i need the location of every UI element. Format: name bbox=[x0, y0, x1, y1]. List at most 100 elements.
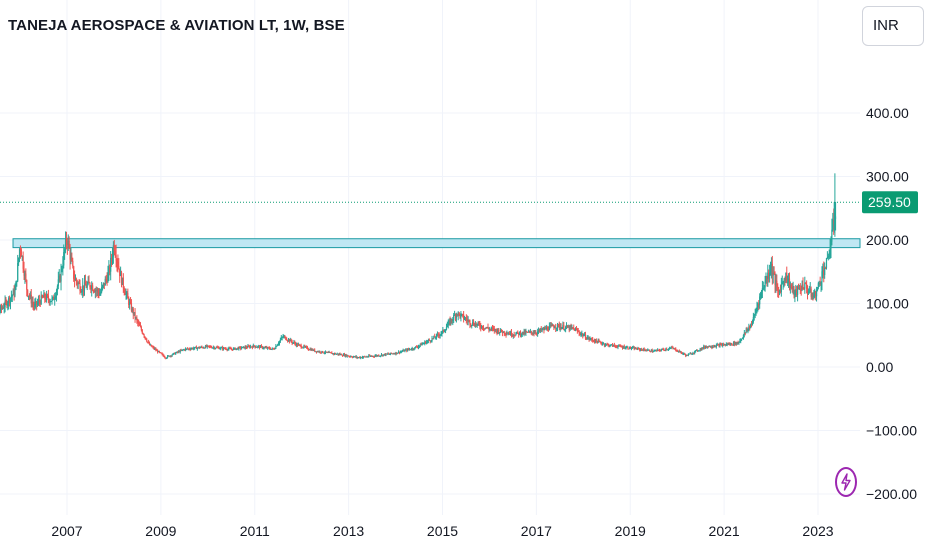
candle-body bbox=[700, 348, 702, 350]
candle-body bbox=[571, 327, 573, 329]
candle-body bbox=[453, 314, 456, 316]
candle-body bbox=[751, 322, 754, 326]
candle-body bbox=[181, 349, 183, 351]
candle-body bbox=[203, 347, 205, 349]
candle-body bbox=[565, 326, 567, 330]
candle-body bbox=[683, 353, 685, 355]
candle-body bbox=[483, 328, 485, 330]
candle-body bbox=[543, 328, 545, 330]
candle-body bbox=[230, 348, 232, 350]
candle-body bbox=[681, 352, 683, 354]
candle-body bbox=[671, 347, 673, 349]
candle-body bbox=[742, 335, 745, 338]
candle-body bbox=[101, 287, 103, 292]
candle-body bbox=[718, 344, 720, 347]
candle-body bbox=[705, 346, 708, 348]
x-tick-label: 2007 bbox=[51, 523, 82, 539]
candle-body bbox=[502, 331, 504, 333]
candle-body bbox=[131, 308, 133, 311]
candle-body bbox=[789, 285, 791, 288]
candle-body bbox=[579, 333, 581, 335]
candle-body bbox=[46, 294, 48, 301]
candle-body bbox=[166, 355, 169, 358]
candle-body bbox=[32, 302, 34, 305]
candle-body bbox=[52, 297, 54, 299]
candle-body bbox=[462, 314, 464, 316]
candle-body bbox=[509, 333, 511, 335]
candle-body bbox=[653, 350, 655, 352]
candle-body bbox=[666, 348, 668, 350]
candle-body bbox=[495, 328, 497, 331]
candle-body bbox=[605, 344, 607, 346]
candle-body bbox=[717, 344, 719, 346]
candle-body bbox=[127, 293, 129, 299]
candle-body bbox=[344, 354, 346, 357]
candle-body bbox=[89, 283, 91, 288]
price-axis[interactable]: 400.00 300.00 200.00 100.00 0.00 −100.00 −200.… bbox=[862, 105, 918, 502]
candle-body bbox=[643, 348, 645, 350]
candle-body bbox=[259, 345, 261, 348]
candle-body bbox=[81, 291, 83, 293]
candle-body bbox=[716, 344, 718, 346]
candle-body bbox=[330, 352, 332, 354]
candle-body bbox=[685, 354, 688, 356]
x-tick-label: 2023 bbox=[802, 523, 833, 539]
candle-body bbox=[546, 327, 549, 330]
candle-body bbox=[338, 353, 340, 355]
candle-body bbox=[321, 351, 323, 353]
candle-body bbox=[647, 349, 649, 351]
candle-body bbox=[797, 287, 799, 295]
candle-body bbox=[128, 298, 130, 305]
candle-body bbox=[435, 334, 438, 338]
candle-body bbox=[138, 322, 140, 324]
candle-body bbox=[212, 347, 215, 349]
candle-body bbox=[231, 349, 233, 351]
candle-body bbox=[452, 319, 454, 321]
candle-body bbox=[686, 354, 689, 356]
candle-body bbox=[139, 325, 142, 328]
candle-body bbox=[324, 351, 327, 353]
x-tick-label: 2019 bbox=[615, 523, 646, 539]
candle-body bbox=[617, 346, 619, 348]
candle-body bbox=[273, 348, 275, 350]
candle-body bbox=[613, 344, 615, 346]
candle-body bbox=[271, 348, 273, 350]
lightning-icon[interactable] bbox=[835, 467, 857, 497]
candle-body bbox=[609, 345, 611, 347]
candle-body bbox=[143, 334, 145, 337]
candle-body bbox=[620, 345, 622, 347]
candle-body bbox=[29, 294, 31, 297]
candle-body bbox=[476, 323, 478, 326]
candle-body bbox=[740, 339, 742, 342]
candle-body bbox=[697, 350, 699, 352]
candle-body bbox=[323, 352, 325, 354]
candle-body bbox=[351, 356, 353, 358]
candle-body bbox=[465, 318, 467, 320]
candle-body bbox=[687, 354, 689, 356]
candle-body bbox=[421, 343, 423, 346]
candle-body bbox=[302, 347, 304, 349]
currency-selector[interactable]: INR bbox=[862, 6, 924, 46]
candle-body bbox=[485, 327, 487, 329]
candle-body bbox=[267, 347, 269, 349]
candle-body bbox=[423, 343, 425, 345]
candle-body bbox=[262, 348, 264, 350]
candle-body bbox=[538, 329, 541, 331]
resistance-zone-box[interactable] bbox=[12, 238, 861, 249]
candle-body bbox=[650, 350, 652, 352]
candle-body bbox=[630, 346, 632, 349]
candle-body bbox=[795, 289, 797, 292]
candle-body bbox=[599, 341, 601, 343]
candle-body bbox=[815, 290, 818, 297]
candle-body bbox=[779, 290, 782, 293]
candle-body bbox=[553, 326, 555, 328]
candle-body bbox=[625, 347, 627, 349]
candle-body bbox=[162, 354, 164, 356]
candle-body bbox=[75, 278, 77, 282]
candle-body bbox=[325, 351, 328, 353]
candle-body bbox=[777, 287, 779, 291]
time-axis[interactable]: 2007 2009 2011 2013 2015 2017 2019 2021 2023 bbox=[51, 523, 833, 539]
candle-body bbox=[775, 280, 777, 286]
candle-body bbox=[77, 283, 79, 285]
